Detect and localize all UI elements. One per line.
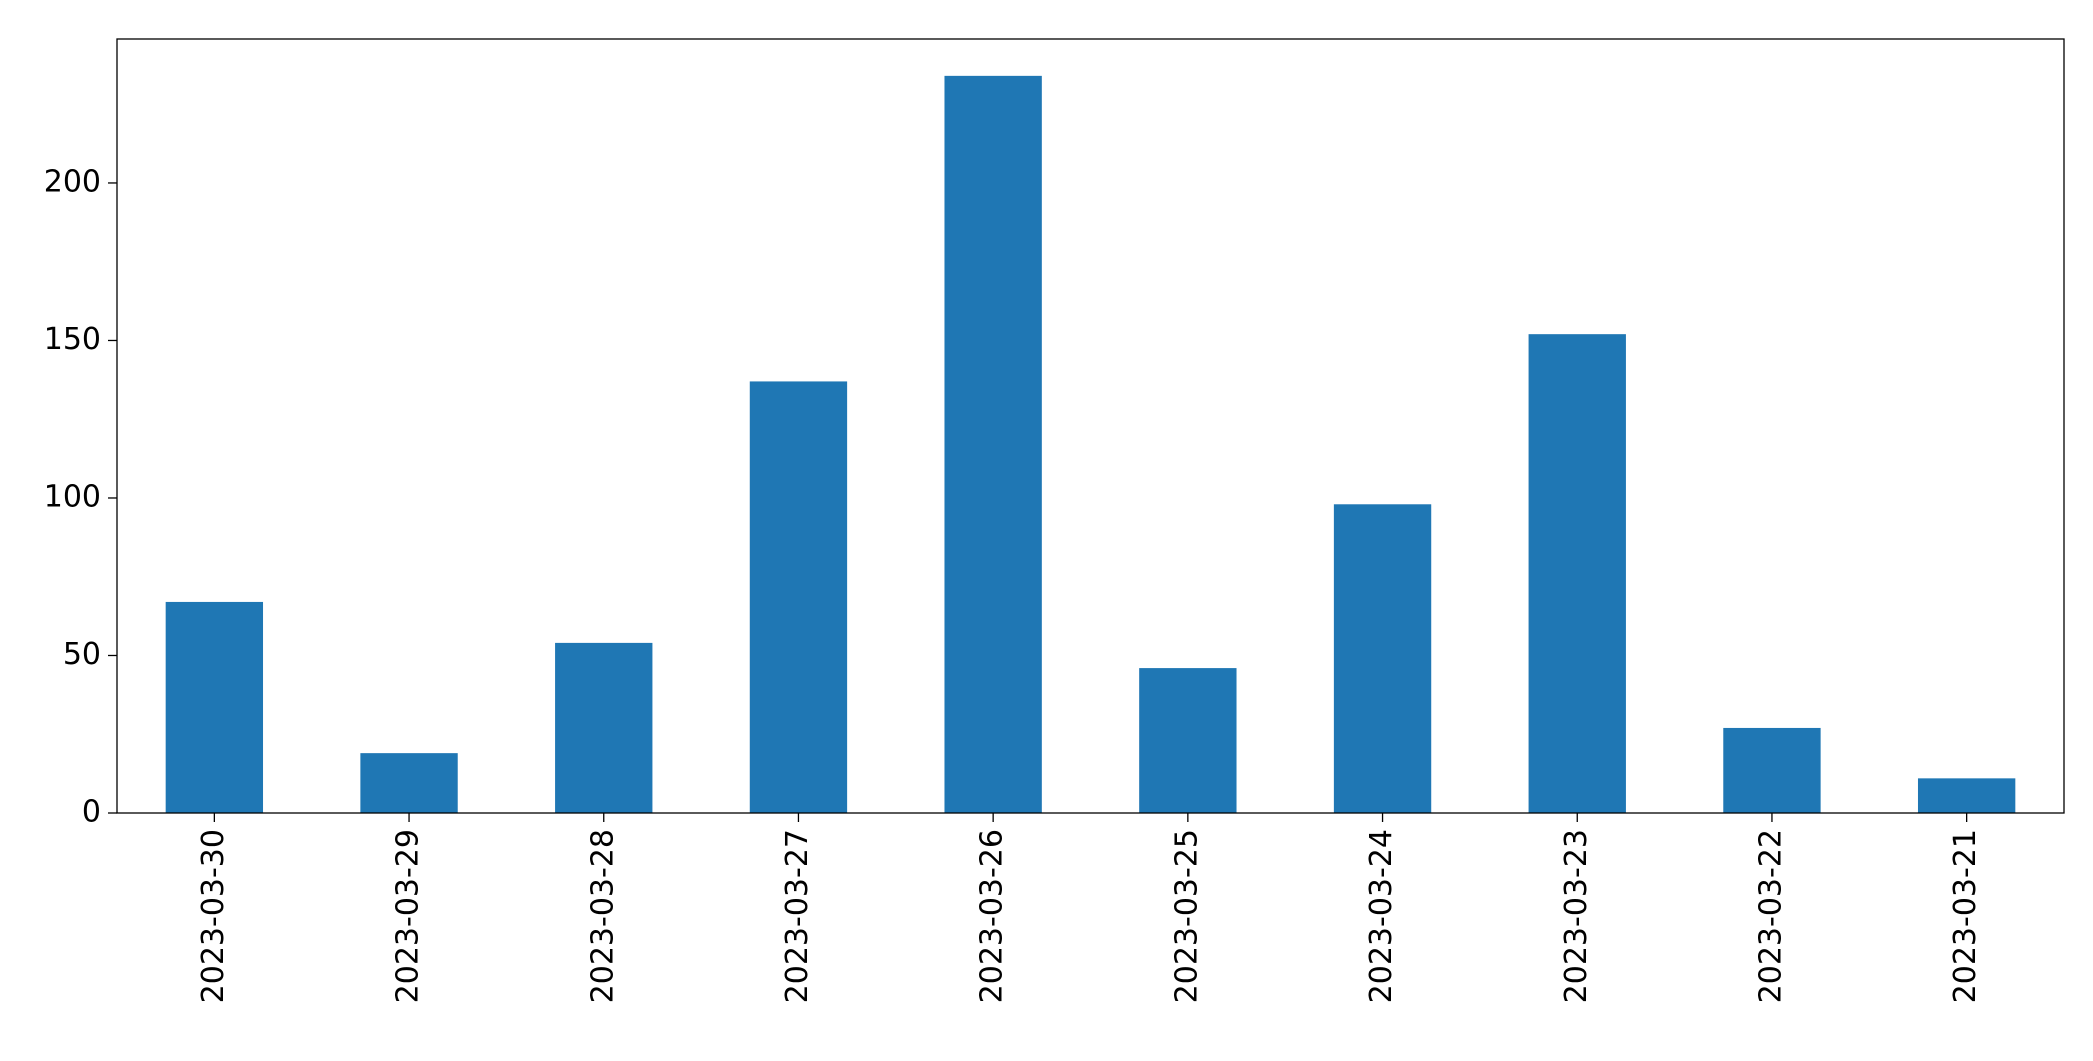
x-tick-label: 2023-03-22 (1753, 829, 1788, 1003)
y-tick-label: 0 (82, 795, 101, 830)
bar (555, 642, 653, 813)
x-tick-label: 2023-03-23 (1559, 829, 1594, 1003)
x-tick-label: 2023-03-27 (780, 829, 815, 1003)
bar (1528, 334, 1626, 813)
bar (944, 75, 1042, 814)
bar (360, 753, 458, 813)
bar (165, 601, 264, 813)
x-tick-label: 2023-03-21 (1948, 829, 1983, 1003)
bar (1333, 504, 1432, 813)
y-tick-label: 50 (63, 637, 101, 672)
plot-frame (116, 38, 2065, 814)
x-tick-label: 2023-03-25 (1169, 829, 1204, 1003)
bar (1723, 727, 1821, 813)
bar (749, 381, 848, 813)
x-tick-label: 2023-03-26 (975, 829, 1010, 1003)
x-tick-label: 2023-03-30 (196, 829, 231, 1003)
x-tick-label: 2023-03-28 (585, 829, 620, 1003)
y-tick-label: 150 (44, 322, 101, 357)
y-tick-label: 100 (44, 479, 101, 514)
x-tick-label: 2023-03-24 (1364, 829, 1399, 1003)
bar (1917, 778, 2016, 813)
x-tick-label: 2023-03-29 (391, 829, 426, 1003)
y-tick-label: 200 (44, 164, 101, 199)
bar (1139, 668, 1237, 813)
